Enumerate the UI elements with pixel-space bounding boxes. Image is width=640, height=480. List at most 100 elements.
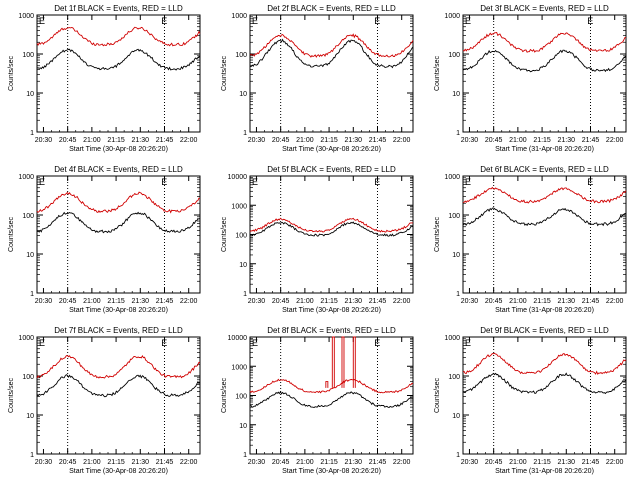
- chart-panel-3: Det 3f BLACK = Events, RED = LLD 1 10 100 10…: [434, 4, 627, 153]
- x-tick-label: 22:00: [180, 459, 198, 466]
- y-tick-label: 1: [456, 291, 460, 298]
- eclipse-marker: E: [374, 338, 380, 348]
- lld-series-line: [36, 26, 201, 47]
- y-tick-label: 1: [243, 130, 247, 137]
- plot-frame: [462, 14, 627, 133]
- x-tick-label: 21:30: [132, 459, 150, 466]
- x-axis-label: Start Time (30-Apr-08 20:26:20): [69, 307, 168, 314]
- events-series-line: [462, 372, 627, 395]
- y-tick-label: 100: [448, 52, 460, 59]
- y-tick-label: 10: [239, 423, 247, 430]
- y-tick-label: 1: [30, 130, 34, 137]
- events-series-line: [249, 38, 414, 69]
- chart-panel-6: Det 6f BLACK = Events, RED = LLD 1 10 100 10…: [434, 165, 627, 314]
- y-tick-label: 10: [239, 91, 247, 98]
- x-axis-label: Start Time (30-Apr-08 20:26:20): [69, 146, 168, 153]
- x-tick-label: 21:15: [320, 459, 338, 466]
- x-tick-label: 20:45: [272, 137, 290, 144]
- x-tick-label: 21:00: [296, 137, 314, 144]
- chart-title: Det 3f BLACK = Events, RED = LLD: [480, 4, 609, 13]
- y-tick-label: 1000: [231, 364, 247, 371]
- y-tick-label: 100: [448, 374, 460, 381]
- y-tick-label: 1000: [231, 13, 247, 20]
- y-tick-label: 1000: [444, 13, 460, 20]
- x-tick-label: 20:30: [461, 298, 479, 305]
- x-tick-label: 21:15: [107, 137, 125, 144]
- chart-panel-1: Det 1f BLACK = Events, RED = LLD 1 10 100 10…: [8, 4, 201, 153]
- y-axis-label: Counts/sec: [434, 216, 441, 252]
- y-tick-label: 10: [452, 413, 460, 420]
- eclipse-marker: E: [252, 338, 258, 348]
- y-tick-label: 10000: [228, 174, 248, 181]
- y-tick-label: 100: [235, 52, 247, 59]
- x-tick-label: 21:45: [156, 137, 174, 144]
- x-tick-label: 20:30: [35, 459, 53, 466]
- chart-title: Det 4f BLACK = Events, RED = LLD: [54, 165, 183, 174]
- x-tick-label: 21:45: [582, 137, 600, 144]
- y-axis-label: Counts/sec: [434, 55, 441, 91]
- eclipse-marker: E: [587, 338, 593, 348]
- plot-frame: [249, 336, 414, 455]
- x-tick-label: 21:45: [582, 459, 600, 466]
- x-tick-label: 21:00: [83, 137, 101, 144]
- chart-panel-4: Det 4f BLACK = Events, RED = LLD 1 10 100 10…: [8, 165, 201, 314]
- x-tick-label: 20:30: [248, 459, 266, 466]
- x-tick-label: 20:30: [461, 459, 479, 466]
- eclipse-marker: E: [465, 338, 471, 348]
- chart-panel-7: Det 7f BLACK = Events, RED = LLD 1 10 100 10…: [8, 326, 201, 475]
- x-axis-label: Start Time (30-Apr-08 20:26:20): [282, 146, 381, 153]
- y-axis-label: Counts/sec: [221, 55, 228, 91]
- x-tick-label: 22:00: [393, 137, 411, 144]
- x-tick-label: 20:30: [248, 137, 266, 144]
- x-tick-label: 21:15: [320, 298, 338, 305]
- lld-series-line: [36, 191, 201, 214]
- lld-spike: [325, 381, 329, 388]
- x-tick-label: 21:00: [509, 298, 527, 305]
- y-tick-label: 100: [448, 213, 460, 220]
- events-series-line: [462, 207, 627, 227]
- x-tick-label: 21:45: [369, 298, 387, 305]
- y-tick-label: 1: [30, 452, 34, 459]
- y-axis-label: Counts/sec: [221, 216, 228, 252]
- eclipse-marker: E: [374, 16, 380, 26]
- x-tick-label: 21:30: [132, 137, 150, 144]
- x-tick-label: 21:45: [582, 298, 600, 305]
- x-tick-label: 20:45: [485, 459, 503, 466]
- x-tick-label: 21:30: [345, 298, 363, 305]
- eclipse-marker: E: [161, 16, 167, 26]
- lld-spike: [352, 336, 356, 388]
- events-series-line: [462, 49, 627, 73]
- chart-title: Det 1f BLACK = Events, RED = LLD: [54, 4, 183, 13]
- eclipse-marker: E: [587, 177, 593, 187]
- x-tick-label: 21:00: [296, 298, 314, 305]
- x-tick-label: 21:30: [558, 459, 576, 466]
- lld-spike: [331, 336, 335, 388]
- x-tick-label: 21:15: [107, 459, 125, 466]
- x-tick-label: 20:30: [35, 137, 53, 144]
- y-tick-label: 10000: [228, 335, 248, 342]
- y-tick-label: 1: [243, 452, 247, 459]
- eclipse-marker: E: [465, 177, 471, 187]
- x-tick-label: 21:15: [107, 298, 125, 305]
- chart-panel-5: Det 5f BLACK = Events, RED = LLD 1 10 100 10…: [221, 165, 414, 314]
- x-tick-label: 20:45: [59, 137, 77, 144]
- x-tick-label: 21:30: [345, 459, 363, 466]
- x-tick-label: 20:45: [272, 459, 290, 466]
- plot-frame: [249, 175, 414, 294]
- eclipse-marker: E: [587, 16, 593, 26]
- events-series-line: [249, 390, 414, 409]
- y-tick-label: 100: [22, 52, 34, 59]
- y-axis-label: Counts/sec: [8, 377, 15, 413]
- lld-spike: [341, 336, 345, 388]
- eclipse-marker: E: [161, 177, 167, 187]
- x-tick-label: 20:45: [485, 298, 503, 305]
- eclipse-marker: E: [39, 177, 45, 187]
- x-axis-label: Start Time (30-Apr-08 20:26:20): [282, 468, 381, 475]
- x-axis-label: Start Time (30-Apr-08 20:26:20): [282, 307, 381, 314]
- x-tick-label: 20:45: [272, 298, 290, 305]
- x-tick-label: 22:00: [180, 137, 198, 144]
- y-tick-label: 100: [22, 374, 34, 381]
- y-tick-label: 1000: [18, 174, 34, 181]
- y-axis-label: Counts/sec: [221, 377, 228, 413]
